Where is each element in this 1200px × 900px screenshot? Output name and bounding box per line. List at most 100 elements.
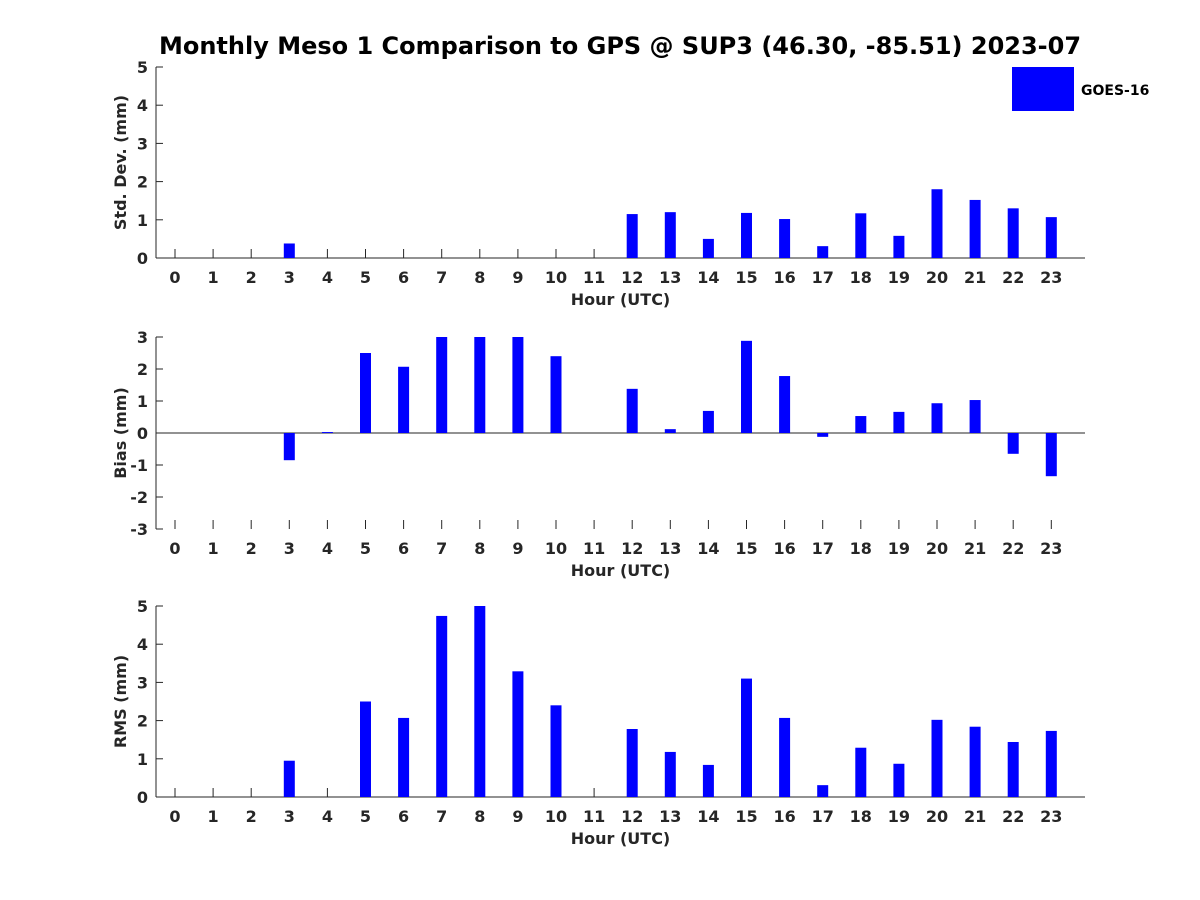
x-tick-label: 0 xyxy=(169,268,180,287)
bar-bias-hour-16 xyxy=(779,376,791,433)
x-tick-label: 5 xyxy=(360,539,371,558)
x-tick-label: 15 xyxy=(735,807,757,826)
x-tick-label: 5 xyxy=(360,807,371,826)
x-tick-label: 6 xyxy=(398,268,409,287)
x-tick-label: 21 xyxy=(964,807,986,826)
bar-bias-hour-9 xyxy=(512,337,524,433)
x-tick-label: 14 xyxy=(697,539,719,558)
bar-bias-hour-10 xyxy=(550,356,562,433)
bar-bias-hour-5 xyxy=(360,353,371,433)
y-tick-label: 2 xyxy=(137,173,148,192)
legend-label: GOES-16 xyxy=(1081,83,1149,99)
x-tick-label: 18 xyxy=(850,807,872,826)
x-tick-label: 3 xyxy=(284,539,295,558)
bar-bias-hour-20 xyxy=(931,403,943,433)
y-tick-label: 4 xyxy=(137,635,148,654)
x-tick-label: 8 xyxy=(474,268,485,287)
x-tick-label: 12 xyxy=(621,539,643,558)
x-tick-label: 15 xyxy=(735,268,757,287)
x-tick-label: 2 xyxy=(246,539,257,558)
y-axis-label: RMS (mm) xyxy=(111,655,130,748)
bar-rms-hour-7 xyxy=(436,615,448,797)
bar-bias-hour-21 xyxy=(969,400,981,433)
x-tick-label: 17 xyxy=(812,807,834,826)
x-tick-label: 13 xyxy=(659,807,681,826)
x-tick-label: 6 xyxy=(398,539,409,558)
x-tick-label: 19 xyxy=(888,539,910,558)
x-tick-label: 11 xyxy=(583,807,605,826)
bar-bias-hour-12 xyxy=(626,388,638,433)
bar-bias-hour-18 xyxy=(855,416,867,433)
bar-std-hour-12 xyxy=(626,214,638,258)
bar-rms-hour-9 xyxy=(512,671,524,797)
x-tick-label: 20 xyxy=(926,268,948,287)
x-tick-label: 9 xyxy=(512,539,523,558)
x-tick-label: 22 xyxy=(1002,807,1024,826)
bar-std-hour-22 xyxy=(1007,208,1019,258)
bar-std-hour-19 xyxy=(893,235,905,258)
x-tick-label: 20 xyxy=(926,539,948,558)
bar-rms-hour-19 xyxy=(893,763,905,797)
y-tick-label: 2 xyxy=(137,360,148,379)
y-tick-label: -3 xyxy=(130,520,148,539)
x-tick-label: 18 xyxy=(850,539,872,558)
x-tick-label: 10 xyxy=(545,807,567,826)
legend: GOES-16 xyxy=(1012,67,1149,111)
x-tick-label: 16 xyxy=(773,268,795,287)
chart-title: Monthly Meso 1 Comparison to GPS @ SUP3 … xyxy=(159,32,1081,60)
y-axis-label: Bias (mm) xyxy=(111,387,130,479)
x-tick-label: 3 xyxy=(284,807,295,826)
x-tick-label: 10 xyxy=(545,539,567,558)
bar-rms-hour-6 xyxy=(398,717,410,797)
bar-bias-hour-22 xyxy=(1007,433,1019,454)
y-tick-label: -2 xyxy=(130,488,148,507)
x-tick-label: 3 xyxy=(284,268,295,287)
bar-bias-hour-7 xyxy=(436,337,448,433)
bar-rms-hour-12 xyxy=(626,729,638,797)
bar-bias-hour-17 xyxy=(817,433,829,437)
bar-bias-hour-15 xyxy=(741,340,752,433)
x-axis-label: Hour (UTC) xyxy=(571,829,671,848)
x-tick-label: 21 xyxy=(964,268,986,287)
bar-std-hour-17 xyxy=(817,246,829,258)
x-tick-label: 22 xyxy=(1002,268,1024,287)
y-tick-label: 1 xyxy=(137,211,148,230)
bar-rms-hour-22 xyxy=(1007,741,1019,797)
x-tick-label: 17 xyxy=(812,539,834,558)
x-tick-label: 4 xyxy=(322,539,333,558)
bar-rms-hour-13 xyxy=(664,751,676,797)
y-tick-label: 3 xyxy=(137,134,148,153)
x-tick-label: 19 xyxy=(888,268,910,287)
bar-std-hour-23 xyxy=(1045,217,1057,258)
y-tick-label: 0 xyxy=(137,249,148,268)
x-tick-label: 20 xyxy=(926,807,948,826)
bar-rms-hour-15 xyxy=(741,678,752,797)
x-tick-label: 18 xyxy=(850,268,872,287)
x-tick-label: 11 xyxy=(583,268,605,287)
y-tick-label: 2 xyxy=(137,712,148,731)
bar-rms-hour-21 xyxy=(969,726,981,797)
bar-rms-hour-10 xyxy=(550,705,562,797)
y-tick-label: 4 xyxy=(137,96,148,115)
bar-rms-hour-8 xyxy=(474,606,486,797)
x-tick-label: 2 xyxy=(246,268,257,287)
x-tick-label: 1 xyxy=(208,539,219,558)
x-tick-label: 0 xyxy=(169,539,180,558)
x-tick-label: 7 xyxy=(436,268,447,287)
x-tick-label: 9 xyxy=(512,268,523,287)
x-tick-label: 16 xyxy=(773,539,795,558)
x-tick-label: 1 xyxy=(208,268,219,287)
x-tick-label: 12 xyxy=(621,807,643,826)
x-tick-label: 23 xyxy=(1040,268,1062,287)
x-tick-label: 14 xyxy=(697,268,719,287)
y-tick-label: 5 xyxy=(137,597,148,616)
bar-rms-hour-17 xyxy=(817,785,829,797)
y-tick-label: 0 xyxy=(137,424,148,443)
x-tick-label: 1 xyxy=(208,807,219,826)
y-tick-label: 5 xyxy=(137,58,148,77)
y-tick-label: 1 xyxy=(137,392,148,411)
x-tick-label: 11 xyxy=(583,539,605,558)
